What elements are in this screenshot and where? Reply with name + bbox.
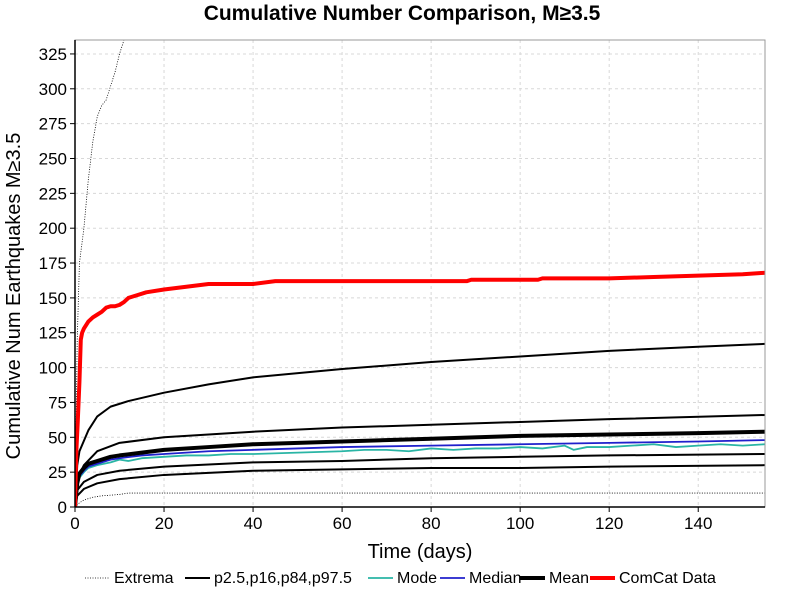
x-tick-label: 140 [684,514,712,533]
y-tick-label: 300 [39,80,67,99]
legend-label: Mean [549,570,589,587]
legend-item: Median [440,570,521,587]
series-line-p2-5-p16-p84-p97-5-1 [75,453,765,507]
y-tick-label: 175 [39,254,67,273]
ticks-layer: 0 20 40 60 80 100 120 140 0 25 50 75 100 125 150 175 200… [39,45,713,533]
x-tick-label: 20 [155,514,174,533]
y-tick-label: 200 [39,219,67,238]
x-tick-label: 60 [333,514,352,533]
legend-item: Mode [368,570,437,587]
series-line-p2-5-p16-p84-p97-5-3 [75,342,765,507]
chart-title: Cumulative Number Comparison, M≥3.5 [204,2,601,25]
y-tick-label: 50 [48,428,67,447]
legend-label: ComCat Data [619,570,716,587]
x-axis-title: Time (days) [368,541,473,563]
y-tick-label: 325 [39,45,67,64]
y-tick-label: 25 [48,463,67,482]
axes-layer [74,40,765,508]
legend-item: ComCat Data [590,570,716,587]
y-tick-label: 250 [39,149,67,168]
y-tick-label: 125 [39,324,67,343]
x-tick-label: 0 [70,514,79,533]
legend-label: Median [469,570,521,587]
legend: Extrema p2.5,p16,p84,p97.5 Mode Median Mean C… [85,570,716,587]
legend-item: p2.5,p16,p84,p97.5 [185,570,352,587]
series-line-comcat-data-0 [75,270,765,507]
y-tick-label: 225 [39,184,67,203]
legend-label: Extrema [114,570,174,587]
y-tick-label: 0 [58,498,67,517]
series-line-p2-5-p16-p84-p97-5-0 [75,464,765,507]
series-line-mean-0 [75,429,765,507]
x-tick-label: 100 [506,514,534,533]
legend-item: Extrema [85,570,174,587]
x-tick-label: 80 [422,514,441,533]
series-line-extrema-1 [75,492,765,507]
y-tick-label: 75 [48,393,67,412]
x-tick-label: 120 [595,514,623,533]
x-tick-label: 40 [244,514,263,533]
y-tick-label: 150 [39,289,67,308]
y-tick-label: 275 [39,115,67,134]
legend-label: Mode [397,570,437,587]
legend-item: Mean [520,570,589,587]
legend-label: p2.5,p16,p84,p97.5 [214,570,352,587]
series-line-mode-0 [75,443,765,507]
y-tick-label: 100 [39,359,67,378]
y-axis-title: Cumulative Num Earthquakes M≥3.5 [3,133,25,460]
series-layer [75,40,765,507]
